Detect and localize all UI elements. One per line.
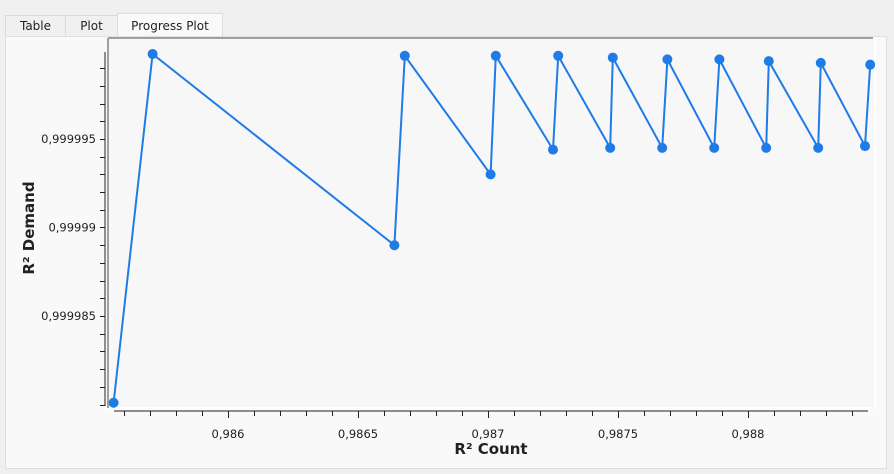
data-point bbox=[607, 52, 618, 63]
data-point bbox=[108, 397, 119, 408]
plot-area bbox=[107, 37, 876, 409]
data-point bbox=[548, 144, 558, 155]
data-point bbox=[813, 142, 824, 153]
data-point bbox=[389, 240, 400, 251]
data-point bbox=[605, 142, 616, 153]
data-point bbox=[490, 50, 501, 61]
data-point bbox=[865, 59, 876, 70]
data-point bbox=[657, 142, 668, 153]
x-tick-label: 0,988 bbox=[732, 427, 765, 441]
x-tick-label: 0,986 bbox=[212, 427, 245, 441]
data-point bbox=[662, 54, 673, 65]
y-tick-label: 0,999995 bbox=[41, 132, 96, 146]
data-point bbox=[763, 56, 774, 67]
y-tick-label: 0,999985 bbox=[41, 309, 96, 323]
data-point bbox=[709, 142, 720, 153]
tab-progress-plot[interactable]: Progress Plot bbox=[117, 13, 223, 37]
y-axis-title: R² Demand bbox=[20, 181, 38, 274]
data-point bbox=[714, 54, 725, 65]
tab-bar: Table Plot Progress Plot bbox=[0, 0, 894, 38]
data-point bbox=[485, 169, 496, 180]
y-axis: 0,999985 0,99999 0,999995 bbox=[41, 52, 106, 406]
x-axis: 0,986 0,9865 0,987 0,9875 0,988 bbox=[114, 410, 868, 441]
y-tick-label: 0,99999 bbox=[48, 221, 96, 235]
data-point bbox=[860, 141, 870, 152]
data-point bbox=[553, 50, 564, 61]
series-line bbox=[112, 52, 872, 403]
x-tick-label: 0,987 bbox=[472, 427, 505, 441]
tab-plot[interactable]: Plot bbox=[65, 15, 118, 36]
series-markers bbox=[108, 49, 876, 408]
x-axis-title: R² Count bbox=[454, 440, 527, 458]
data-point bbox=[147, 49, 158, 60]
x-tick-label: 0,9865 bbox=[338, 427, 378, 441]
data-point bbox=[815, 57, 826, 68]
data-point bbox=[761, 142, 772, 153]
data-point bbox=[399, 50, 410, 61]
x-tick-label: 0,9875 bbox=[598, 427, 638, 441]
